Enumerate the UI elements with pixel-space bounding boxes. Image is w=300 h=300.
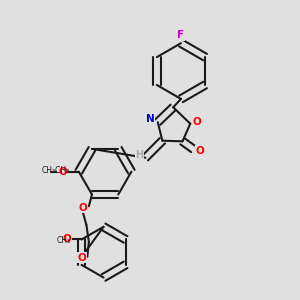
Text: O: O	[58, 167, 67, 177]
Text: F: F	[177, 30, 184, 40]
Text: N: N	[146, 114, 154, 124]
Text: CH₃: CH₃	[57, 236, 71, 245]
Text: CH₂CH₃: CH₂CH₃	[42, 166, 70, 175]
Text: O: O	[79, 203, 88, 213]
Text: O: O	[193, 117, 201, 127]
Text: O: O	[77, 253, 86, 263]
Text: O: O	[62, 234, 71, 244]
Text: O: O	[195, 146, 204, 156]
Text: H: H	[135, 150, 143, 160]
